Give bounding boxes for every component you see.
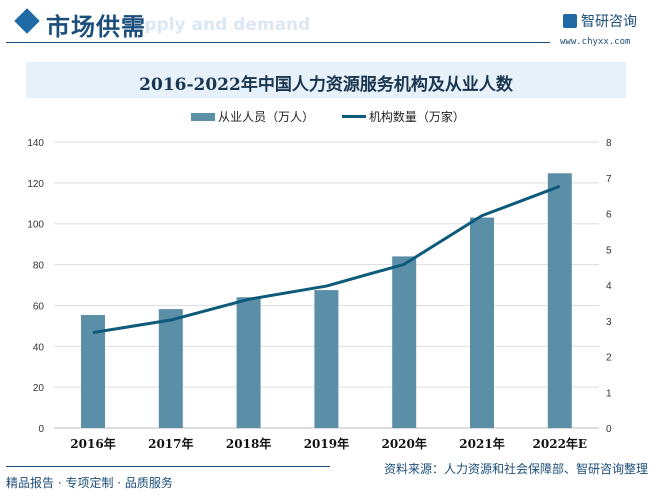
legend-swatch-line	[341, 115, 366, 118]
y-left-tick-label: 20	[33, 383, 45, 394]
chart-title-box: 2016-2022年中国人力资源服务机构及从业人数	[26, 62, 626, 98]
bar	[314, 290, 339, 428]
x-tick-label: 2017年	[148, 436, 193, 451]
bar	[158, 309, 183, 428]
source-note: 资料来源：人力资源和社会保障部、智研咨询整理	[383, 462, 648, 476]
legend-label-line: 机构数量（万家）	[368, 110, 465, 124]
legend-label-bar: 从业人员（万人）	[218, 110, 315, 124]
y-right-tick-label: 5	[606, 245, 612, 256]
bar	[392, 256, 417, 428]
x-tick-label: 2022年E	[533, 436, 588, 451]
y-right-tick-label: 2	[606, 353, 612, 364]
x-tick-label: 2019年	[304, 436, 349, 451]
y-left-tick-label: 120	[27, 179, 44, 190]
bar	[547, 173, 572, 428]
footer-divider	[6, 466, 330, 467]
brand-icon	[563, 14, 577, 28]
brand-logo: 智研咨询	[563, 11, 637, 31]
y-right-tick-label: 3	[606, 317, 612, 328]
y-left-tick-label: 0	[38, 424, 44, 435]
y-left-tick-label: 140	[27, 138, 44, 149]
x-tick-label: 2020年	[381, 436, 426, 451]
y-right-tick-label: 1	[606, 388, 612, 399]
legend: 从业人员（万人） 机构数量（万家）	[0, 108, 656, 125]
y-right-tick-label: 6	[606, 210, 612, 221]
y-left-tick-label: 40	[33, 342, 45, 353]
y-left-tick-label: 60	[33, 301, 45, 312]
y-left-tick-label: 100	[27, 220, 44, 231]
brand-url: www.chyxx.com	[560, 37, 631, 47]
y-right-tick-label: 8	[606, 138, 612, 149]
header-title: 市场供需	[46, 12, 146, 41]
brand-name: 智研咨询	[581, 14, 637, 30]
y-right-tick-label: 7	[606, 174, 612, 185]
x-tick-label: 2018年	[226, 436, 271, 451]
chart-title: 2016-2022年中国人力资源服务机构及从业人数	[139, 75, 513, 95]
header-divider	[6, 42, 550, 43]
y-right-tick-label: 0	[606, 424, 612, 435]
legend-swatch-bar	[191, 112, 216, 121]
bar	[81, 315, 105, 428]
header-subtitle: Supply and demand	[120, 15, 311, 35]
y-right-tick-label: 4	[606, 281, 612, 292]
x-tick-label: 2016年	[70, 436, 115, 451]
bar	[236, 297, 261, 428]
slogan: 精品报告 · 专项定制 · 品质服务	[6, 476, 173, 490]
bar	[470, 217, 494, 428]
y-left-tick-label: 80	[33, 261, 45, 272]
x-tick-label: 2021年	[459, 436, 504, 451]
